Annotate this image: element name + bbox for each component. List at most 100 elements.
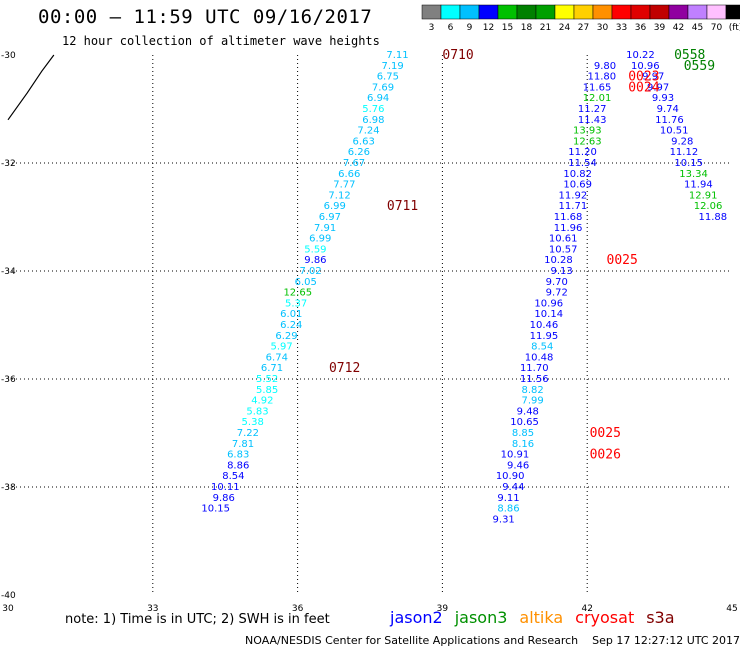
wave-height-label: 9.48: [517, 406, 539, 417]
colorbar-swatch: [535, 4, 556, 20]
time-tag: 0711: [387, 199, 418, 214]
wave-height-label: 9.46: [507, 460, 529, 471]
page-title: 00:00 – 11:59 UTC 09/16/2017: [38, 6, 373, 28]
wave-height-label: 9.74: [657, 104, 679, 115]
colorbar-swatch: [497, 4, 518, 20]
wave-height-label: 7.22: [237, 428, 259, 439]
wave-height-label: 6.99: [309, 234, 331, 245]
wave-height-label: 10.11: [211, 482, 240, 493]
wave-height-label: 9.86: [213, 493, 235, 504]
page-subtitle: 12 hour collection of altimeter wave hei…: [62, 34, 380, 48]
wave-height-label: 11.27: [578, 104, 607, 115]
colorbar-swatch: [630, 4, 651, 20]
colorbar-label: 33: [616, 23, 627, 33]
colorbar-swatch: [516, 4, 537, 20]
colorbar-label: 3: [429, 23, 435, 33]
wave-height-label: 11.95: [530, 331, 559, 342]
legend-item-s3a: s3a: [646, 608, 675, 627]
wave-height-label: 6.05: [295, 277, 317, 288]
colorbar-swatch: [706, 4, 727, 20]
colorbar-swatch: [611, 4, 632, 20]
colorbar-swatch: [649, 4, 670, 20]
colorbar-label: 9: [467, 23, 473, 33]
time-tag: 0710: [442, 48, 473, 63]
wave-height-label: 5.76: [362, 104, 384, 115]
time-tag: 0023: [628, 70, 659, 85]
wave-height-label: 11.92: [559, 190, 588, 201]
time-tag: 0712: [329, 361, 360, 376]
colorbar-label: 12: [483, 23, 494, 33]
wave-height-label: 11.88: [699, 212, 728, 223]
wave-height-label: 7.11: [386, 50, 408, 61]
wave-height-label: 8.16: [512, 439, 534, 450]
colorbar-label: 45: [692, 23, 703, 33]
wave-height-label: 8.54: [531, 342, 553, 353]
time-tag: 0026: [590, 448, 621, 463]
legend-item-cryosat: cryosat: [575, 608, 635, 627]
time-tag: 0024: [628, 80, 659, 95]
wave-height-label: 7.24: [357, 126, 379, 137]
colorbar-swatch: [554, 4, 575, 20]
colorbar-swatch: [478, 4, 499, 20]
wave-height-label: 8.85: [512, 428, 534, 439]
x-tick-label: 33: [147, 604, 158, 614]
wave-height-label: 8.86: [227, 460, 249, 471]
wave-height-label: 11.68: [554, 212, 583, 223]
y-tick-label: -36: [1, 375, 16, 385]
x-tick-label: 30: [2, 604, 14, 614]
wave-height-label: 12.63: [573, 136, 602, 147]
wave-height-label: 10.96: [534, 298, 563, 309]
wave-height-label: 7.19: [382, 61, 404, 72]
colorbar-label: 70: [711, 23, 723, 33]
wave-height-label: 10.65: [510, 417, 539, 428]
wave-height-label: 11.96: [554, 223, 583, 234]
wave-height-label: 5.37: [285, 298, 307, 309]
note-text: note: 1) Time is in UTC; 2) SWH is in fe…: [65, 612, 330, 627]
wave-height-label: 9.80: [594, 61, 616, 72]
satellite-legend: jason2 jason3 altika cryosat s3a: [390, 608, 687, 627]
wave-height-label: 11.80: [588, 72, 617, 83]
footer-credit: NOAA/NESDIS Center for Satellite Applica…: [245, 634, 740, 647]
wave-height-label: 11.54: [568, 158, 597, 169]
y-tick-label: -34: [1, 267, 16, 277]
wave-height-label: 6.83: [227, 450, 249, 461]
wave-height-label: 12.06: [694, 201, 723, 212]
wave-height-label: 9.13: [550, 266, 572, 277]
wave-height-label: 11.12: [670, 147, 699, 158]
wave-height-label: 6.01: [280, 309, 302, 320]
wave-height-label: 7.81: [232, 439, 254, 450]
colorbar-label: 30: [597, 23, 609, 33]
time-tag: 0025: [607, 253, 638, 268]
wave-height-label: 10.51: [660, 126, 689, 137]
wave-height-label: 11.70: [520, 363, 549, 374]
wave-height-label: 6.63: [353, 136, 375, 147]
wave-height-label: 5.85: [256, 385, 278, 396]
wave-height-label: 9.93: [652, 93, 674, 104]
wave-height-label: 6.24: [280, 320, 302, 331]
wave-height-label: 9.44: [502, 482, 524, 493]
wave-height-label: 11.65: [583, 82, 612, 93]
colorbar-swatch: [725, 4, 740, 20]
y-tick-label: -38: [1, 483, 16, 493]
wave-height-label: 4.92: [251, 396, 273, 407]
wave-height-label: 11.94: [684, 180, 713, 191]
wave-height-label: 6.94: [367, 93, 389, 104]
colorbar-label: 21: [540, 23, 551, 33]
wave-height-label: 6.26: [348, 147, 370, 158]
wave-height-label: 9.28: [671, 136, 693, 147]
wave-height-label: 9.31: [493, 514, 515, 525]
wave-height-label: 6.97: [319, 212, 341, 223]
wave-height-label: 12.91: [689, 190, 718, 201]
colorbar-swatch: [459, 4, 480, 20]
wave-height-label: 12.65: [283, 288, 312, 299]
wave-height-label: 6.75: [377, 72, 399, 83]
wave-height-label: 7.69: [372, 82, 394, 93]
wave-height-label: 5.59: [304, 244, 326, 255]
wave-height-label: 10.90: [496, 471, 525, 482]
legend-item-altika: altika: [519, 608, 564, 627]
wave-height-label: 7.77: [333, 180, 355, 191]
time-tag: 0558: [674, 48, 705, 63]
colorbar-label: (ft): [729, 23, 740, 33]
wave-height-label: 10.61: [549, 234, 578, 245]
wave-height-label: 6.74: [266, 352, 288, 363]
